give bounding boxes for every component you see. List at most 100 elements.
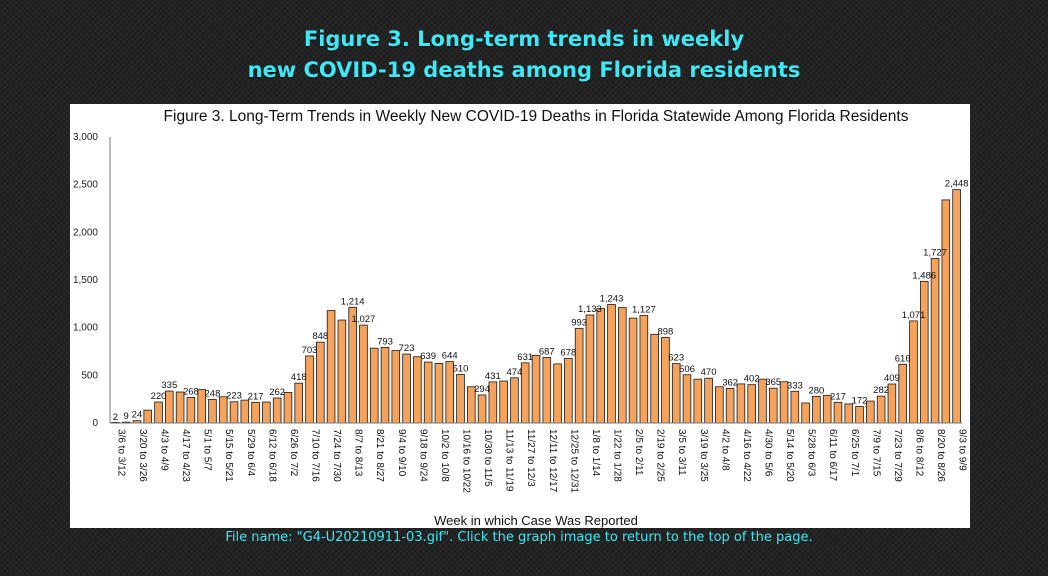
- bar: [165, 390, 174, 424]
- bar: [855, 406, 864, 424]
- x-tick-label: 4/17 to 4/23: [180, 429, 191, 482]
- bar: [380, 346, 390, 424]
- x-tick-label: 10/16 to 10/22: [461, 429, 472, 493]
- y-tick-label: 1,000: [73, 323, 98, 334]
- bar: [682, 374, 692, 424]
- bar-data-label: 262: [269, 387, 285, 398]
- bar: [704, 377, 713, 424]
- bar: [564, 357, 573, 424]
- bar: [812, 395, 821, 424]
- bar-data-label: 848: [312, 331, 328, 342]
- bars-group: [111, 189, 961, 424]
- x-tick-label: 4/16 to 4/22: [741, 429, 752, 482]
- bar: [283, 392, 293, 424]
- bar: [251, 401, 260, 424]
- x-tick-label: 1/8 to 1/14: [590, 429, 601, 477]
- bar-data-label: 644: [442, 351, 458, 362]
- x-tick-label: 10/2 to 10/8: [439, 429, 450, 482]
- bar: [154, 401, 163, 424]
- bar: [876, 395, 886, 424]
- bar-data-label: 294: [474, 384, 490, 395]
- bar-data-label: 616: [895, 353, 911, 364]
- bar-data-label: 1,071: [902, 310, 926, 321]
- bar: [747, 384, 756, 424]
- x-tick-label: 7/10 to 7/16: [310, 429, 321, 482]
- bar: [930, 257, 940, 424]
- bar-data-label: 1,727: [923, 247, 947, 258]
- bar: [596, 308, 606, 424]
- x-tick-label: 8/6 to 8/12: [913, 429, 924, 477]
- chart-title: Figure 3. Long-Term Trends in Weekly New…: [164, 108, 909, 125]
- bar-data-label: 623: [668, 353, 684, 364]
- file-caption-link[interactable]: File name: "G4-U20210911-03.gif". Click …: [225, 530, 813, 545]
- bar: [294, 382, 304, 424]
- y-tick-label: 0: [92, 418, 98, 429]
- y-tick-label: 1,500: [73, 275, 98, 286]
- bar: [456, 373, 465, 424]
- bar-data-label: 510: [453, 363, 469, 374]
- bar: [844, 403, 854, 424]
- bar: [240, 399, 250, 424]
- x-tick-label: 2/19 to 2/25: [655, 429, 666, 482]
- bar: [262, 401, 271, 424]
- bar-data-label: 1,027: [352, 314, 376, 325]
- page-heading: Figure 3. Long-term trends in weekly new…: [0, 24, 1048, 86]
- x-tick-label: 6/26 to 7/2: [288, 429, 299, 477]
- bar-data-label: 333: [787, 380, 803, 391]
- x-tick-label: 7/23 to 7/29: [892, 429, 903, 482]
- x-axis-label: Week in which Case Was Reported: [434, 513, 638, 528]
- x-tick-label: 3/19 to 3/25: [698, 429, 709, 482]
- x-tick-label: 1/22 to 1/28: [611, 429, 622, 482]
- x-tick-label: 11/27 to 12/3: [525, 429, 536, 487]
- bar-data-label: 280: [808, 385, 824, 396]
- x-tick-label: 2/5 to 2/11: [633, 429, 644, 476]
- bar: [725, 388, 735, 424]
- x-tick-label: 7/24 to 7/30: [331, 429, 342, 482]
- bar: [434, 363, 444, 424]
- bar-data-label: 723: [399, 343, 415, 354]
- bar: [413, 356, 422, 424]
- x-tick-label: 11/13 to 11/19: [504, 429, 515, 492]
- bar: [715, 386, 724, 424]
- bar-data-label: 217: [830, 391, 846, 402]
- x-tick-label: 5/15 to 5/21: [223, 429, 234, 482]
- x-tick-label: 6/25 to 7/1: [849, 429, 860, 477]
- bar-data-label: 687: [539, 347, 555, 358]
- bar-data-label: 1,127: [632, 305, 656, 316]
- bar-data-label: 362: [722, 377, 738, 388]
- x-tick-label: 12/25 to 12/31: [568, 429, 579, 493]
- bar: [650, 333, 659, 424]
- bar: [305, 355, 314, 424]
- bar: [736, 383, 746, 424]
- bar: [768, 387, 778, 424]
- bar-data-label: 409: [884, 373, 900, 384]
- bar-data-label: 172: [852, 396, 868, 407]
- x-tick-label: 7/9 to 7/15: [870, 429, 881, 477]
- y-tick-label: 2,500: [73, 180, 98, 191]
- bar-data-label: 418: [291, 372, 307, 383]
- bar: [866, 400, 875, 424]
- bar-data-label: 474: [507, 367, 523, 378]
- y-axis: 0 500 1,000 1,500 2,000 2,500 3,000: [73, 132, 111, 429]
- x-tick-label: 6/11 to 6/17: [827, 429, 838, 482]
- x-tick-label: 8/7 to 8/13: [353, 429, 364, 477]
- bar: [229, 401, 239, 424]
- heading-line-1: Figure 3. Long-term trends in weekly: [303, 27, 745, 51]
- y-tick-label: 2,000: [73, 227, 98, 238]
- bar: [143, 409, 153, 424]
- chart-image-link[interactable]: Figure 3. Long-Term Trends in Weekly New…: [70, 104, 970, 528]
- bar-data-label: 24: [132, 410, 143, 421]
- bar: [801, 402, 810, 424]
- bar: [499, 380, 508, 424]
- bar-data-label: 678: [560, 347, 576, 358]
- bar: [337, 319, 347, 424]
- x-tick-label: 4/3 to 4/9: [159, 429, 170, 471]
- x-tick-label: 3/6 to 3/12: [115, 429, 126, 477]
- bar-data-label: 9: [124, 411, 129, 422]
- x-tick-label: 8/21 to 8/27: [374, 429, 385, 482]
- bar: [316, 341, 325, 424]
- x-tick-label: 8/20 to 8/26: [935, 429, 946, 482]
- bar-data-label: 2: [113, 412, 118, 423]
- bar: [941, 199, 951, 424]
